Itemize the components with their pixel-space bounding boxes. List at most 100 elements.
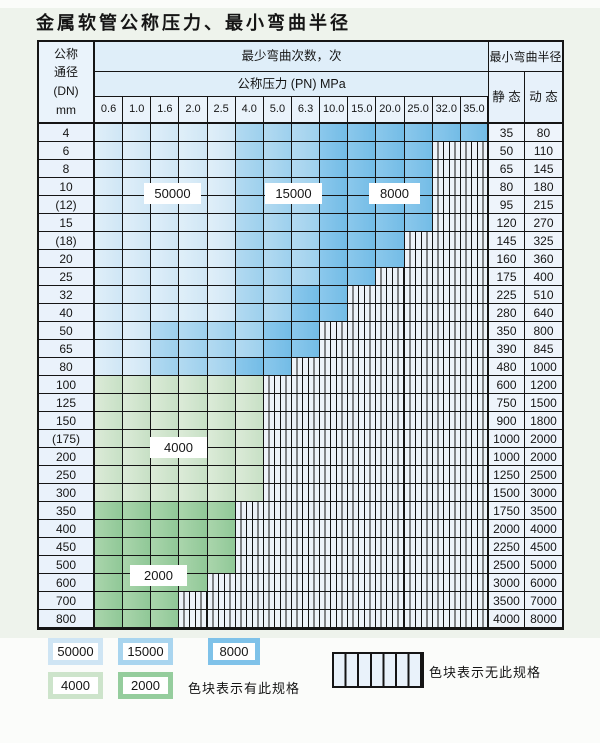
spec-table: 公称 通径 (DN) mm 最少弯曲次数，次 最小弯曲半径 公称压力 (PN) … — [37, 40, 564, 630]
cell-unavailable — [348, 286, 377, 304]
cell-unavailable — [404, 358, 433, 376]
cell-unavailable — [376, 538, 405, 556]
cell-unavailable — [320, 538, 349, 556]
cell-available-b3 — [320, 232, 349, 250]
cell-available-b2 — [263, 124, 292, 142]
cell-available-b1 — [207, 142, 236, 160]
cell-available-b2 — [235, 196, 264, 214]
cell-available-b2 — [291, 232, 321, 250]
dynamic-radius-cell: 215 — [524, 196, 562, 214]
cell-unavailable — [376, 358, 405, 376]
static-radius-cell: 65 — [488, 160, 525, 178]
cell-unavailable — [460, 412, 489, 430]
dn-cell: 50 — [39, 322, 95, 340]
static-radius-cell: 1750 — [488, 502, 525, 520]
cell-unavailable — [404, 448, 433, 466]
cell-available-b3 — [320, 250, 349, 268]
cell-available-g1 — [151, 394, 180, 412]
cell-available-g1 — [235, 376, 264, 394]
cell-unavailable — [404, 484, 433, 502]
cell-available-b2 — [263, 160, 292, 178]
cell-unavailable — [376, 610, 405, 628]
cell-available-b3 — [263, 340, 292, 358]
cell-available-b1 — [123, 358, 152, 376]
cell-available-b3 — [291, 304, 321, 322]
cell-unavailable — [376, 466, 405, 484]
cell-available-b3 — [348, 160, 377, 178]
cell-available-b3 — [460, 124, 489, 142]
cell-available-b1 — [207, 304, 236, 322]
legend-swatch-label: 15000 — [123, 643, 168, 660]
cell-available-b1 — [179, 286, 208, 304]
cell-available-b3 — [320, 214, 349, 232]
cell-available-b1 — [123, 232, 152, 250]
cell-unavailable — [460, 520, 489, 538]
static-radius-cell: 3000 — [488, 574, 525, 592]
cell-unavailable — [291, 502, 321, 520]
cell-unavailable — [291, 520, 321, 538]
cell-available-b1 — [95, 214, 124, 232]
cell-available-b2 — [235, 232, 264, 250]
cell-available-g1 — [151, 466, 180, 484]
cell-unavailable — [235, 574, 264, 592]
cell-unavailable — [348, 358, 377, 376]
cell-unavailable — [432, 430, 461, 448]
cell-available-g1 — [95, 376, 124, 394]
pressure-col-header: 35.0 — [460, 97, 489, 124]
cell-available-b2 — [263, 232, 292, 250]
cell-available-b2 — [207, 340, 236, 358]
cell-available-g1 — [207, 394, 236, 412]
cell-available-b1 — [123, 124, 152, 142]
cell-unavailable — [348, 466, 377, 484]
cell-unavailable — [376, 376, 405, 394]
dynamic-radius-cell: 2000 — [524, 430, 562, 448]
cell-unavailable — [348, 322, 377, 340]
cycles-label-4000: 4000 — [150, 437, 207, 458]
cell-unavailable — [432, 322, 461, 340]
dynamic-radius-cell: 2500 — [524, 466, 562, 484]
static-radius-cell: 2000 — [488, 520, 525, 538]
cell-unavailable — [432, 394, 461, 412]
cell-available-b2 — [291, 214, 321, 232]
cell-available-b1 — [123, 160, 152, 178]
cell-available-b3 — [404, 160, 433, 178]
cell-available-b3 — [404, 142, 433, 160]
cell-unavailable — [404, 466, 433, 484]
cell-available-b1 — [95, 340, 124, 358]
cell-unavailable — [348, 394, 377, 412]
cell-unavailable — [404, 250, 433, 268]
dn-cell: 450 — [39, 538, 95, 556]
cell-unavailable — [320, 430, 349, 448]
dn-cell: (12) — [39, 196, 95, 214]
cell-available-g2 — [207, 538, 236, 556]
cell-available-b3 — [376, 160, 405, 178]
cell-available-g1 — [179, 412, 208, 430]
cell-available-g1 — [95, 466, 124, 484]
pressure-col-header: 32.0 — [432, 97, 461, 124]
cell-available-b1 — [179, 304, 208, 322]
cell-available-b1 — [123, 142, 152, 160]
dn-cell: 65 — [39, 340, 95, 358]
cell-unavailable — [291, 538, 321, 556]
cell-available-b3 — [348, 124, 377, 142]
cell-available-b2 — [235, 304, 264, 322]
cell-available-g2 — [95, 556, 124, 574]
cell-unavailable — [348, 448, 377, 466]
cell-unavailable — [460, 232, 489, 250]
cell-available-b2 — [291, 268, 321, 286]
cell-unavailable — [404, 412, 433, 430]
dynamic-radius-cell: 3500 — [524, 502, 562, 520]
pressure-col-header: 25.0 — [404, 97, 433, 124]
cell-available-b3 — [320, 196, 349, 214]
dn-cell: 32 — [39, 286, 95, 304]
cell-available-b3 — [291, 286, 321, 304]
cell-unavailable — [263, 538, 292, 556]
cell-available-g1 — [95, 448, 124, 466]
cell-available-b2 — [291, 160, 321, 178]
cell-available-g2 — [179, 520, 208, 538]
page-title: 金属软管公称压力、最小弯曲半径 — [36, 13, 351, 34]
cell-available-b3 — [320, 178, 349, 196]
dynamic-radius-cell: 2000 — [524, 448, 562, 466]
cell-available-g1 — [207, 448, 236, 466]
dynamic-radius-cell: 3000 — [524, 484, 562, 502]
